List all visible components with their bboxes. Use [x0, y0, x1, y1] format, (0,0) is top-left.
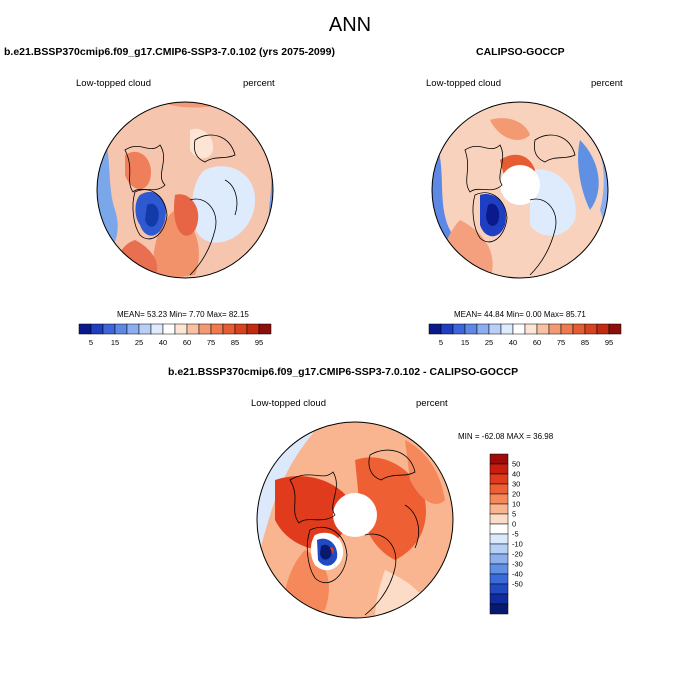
obs-colorbar-label: 15 — [461, 338, 469, 347]
diff-colorbar-swatch — [489, 463, 509, 475]
diff-colorbar-label: -40 — [512, 570, 523, 579]
diff-colorbar-label: 30 — [512, 480, 520, 489]
model-colorbar-label: 75 — [207, 338, 215, 347]
diff-colorbar-swatch — [489, 473, 509, 485]
diff-units-label: percent — [416, 398, 448, 409]
diff-colorbar-label: 40 — [512, 470, 520, 479]
model-colorbar-swatch — [78, 323, 92, 335]
model-colorbar-swatch — [222, 323, 236, 335]
model-colorbar-swatch — [126, 323, 140, 335]
model-panel-title: b.e21.BSSP370cmip6.f09_g17.CMIP6-SSP3-7.… — [4, 46, 335, 58]
page-title: ANN — [328, 14, 372, 36]
diff-colorbar-swatch — [489, 593, 509, 605]
diff-colorbar-label: 10 — [512, 500, 520, 509]
obs-colorbar-label: 25 — [485, 338, 493, 347]
diff-colorbar-swatch — [489, 563, 509, 575]
diff-colorbar-label: 20 — [512, 490, 520, 499]
obs-colorbar-swatch — [428, 323, 442, 335]
diff-colorbar-swatch — [489, 513, 509, 525]
obs-colorbar-swatch — [536, 323, 550, 335]
model-colorbar-swatch — [210, 323, 224, 335]
obs-colorbar-label: 85 — [581, 338, 589, 347]
obs-colorbar-swatch — [488, 323, 502, 335]
model-colorbar-swatch — [150, 323, 164, 335]
diff-colorbar-swatch — [489, 583, 509, 595]
diff-variable-label: Low-topped cloud — [251, 398, 326, 409]
model-units-label: percent — [243, 78, 275, 89]
diff-colorbar-label: -30 — [512, 560, 523, 569]
model-colorbar-swatch — [246, 323, 260, 335]
diff-colorbar-swatch — [489, 603, 509, 615]
diff-colorbar-label: -10 — [512, 540, 523, 549]
diff-colorbar-swatch — [489, 523, 509, 535]
obs-colorbar: 5 15 25 40 60 75 85 95 — [428, 323, 622, 347]
obs-colorbar-swatch — [572, 323, 586, 335]
model-colorbar-swatch — [90, 323, 104, 335]
model-colorbar-swatch — [138, 323, 152, 335]
model-colorbar-swatch — [162, 323, 176, 335]
diff-colorbar-label: -20 — [512, 550, 523, 559]
obs-colorbar-swatch — [608, 323, 622, 335]
obs-polar-map — [431, 101, 609, 279]
model-colorbar-label: 60 — [183, 338, 191, 347]
model-colorbar-swatch — [186, 323, 200, 335]
model-colorbar-swatch — [234, 323, 248, 335]
diff-colorbar-swatch — [489, 573, 509, 585]
obs-panel-title: CALIPSO-GOCCP — [476, 46, 565, 58]
diff-colorbar-label: -5 — [512, 530, 519, 539]
obs-colorbar-swatch — [584, 323, 598, 335]
diff-stats: MIN = -62.08 MAX = 36.98 — [458, 432, 554, 441]
model-variable-label: Low-topped cloud — [76, 78, 151, 89]
obs-stats: MEAN= 44.84 Min= 0.00 Max= 85.71 — [454, 310, 586, 319]
model-colorbar-label: 25 — [135, 338, 143, 347]
model-colorbar-label: 5 — [89, 338, 93, 347]
diff-colorbar-swatch — [489, 543, 509, 555]
model-colorbar-label: 85 — [231, 338, 239, 347]
model-colorbar-label: 15 — [111, 338, 119, 347]
model-polar-map — [96, 101, 274, 279]
diff-colorbar-label: -50 — [512, 580, 523, 589]
obs-colorbar-label: 95 — [605, 338, 613, 347]
obs-colorbar-label: 5 — [439, 338, 443, 347]
model-stats: MEAN= 53.23 Min= 7.70 Max= 82.15 — [117, 310, 249, 319]
diff-panel-title: b.e21.BSSP370cmip6.f09_g17.CMIP6-SSP3-7.… — [168, 366, 519, 378]
diff-polar-map — [256, 421, 454, 619]
diff-colorbar-swatch — [489, 503, 509, 515]
diff-colorbar-swatch — [489, 533, 509, 545]
obs-colorbar-label: 75 — [557, 338, 565, 347]
obs-variable-label: Low-topped cloud — [426, 78, 501, 89]
obs-colorbar-swatch — [452, 323, 466, 335]
diff-colorbar-swatch — [489, 483, 509, 495]
diff-colorbar-label: 5 — [512, 510, 516, 519]
model-colorbar-swatch — [174, 323, 188, 335]
obs-colorbar-swatch — [560, 323, 574, 335]
obs-colorbar-swatch — [476, 323, 490, 335]
diff-colorbar-swatch — [489, 453, 509, 465]
obs-colorbar-swatch — [512, 323, 526, 335]
obs-colorbar-label: 60 — [533, 338, 541, 347]
model-colorbar-swatch — [102, 323, 116, 335]
diff-colorbar-label: 0 — [512, 520, 516, 529]
obs-colorbar-swatch — [440, 323, 454, 335]
model-colorbar-label: 95 — [255, 338, 263, 347]
diff-colorbar-label: 50 — [512, 460, 520, 469]
obs-colorbar-label: 40 — [509, 338, 517, 347]
model-colorbar-swatch — [114, 323, 128, 335]
model-colorbar-swatch — [198, 323, 212, 335]
obs-colorbar-swatch — [548, 323, 562, 335]
diff-colorbar-swatch — [489, 493, 509, 505]
model-colorbar: 5 15 25 40 60 75 85 95 — [78, 323, 272, 347]
diff-colorbar-swatch — [489, 553, 509, 565]
obs-colorbar-swatch — [500, 323, 514, 335]
obs-colorbar-swatch — [464, 323, 478, 335]
obs-colorbar-swatch — [524, 323, 538, 335]
obs-units-label: percent — [591, 78, 623, 89]
model-colorbar-label: 40 — [159, 338, 167, 347]
model-colorbar-swatch — [258, 323, 272, 335]
obs-colorbar-swatch — [596, 323, 610, 335]
